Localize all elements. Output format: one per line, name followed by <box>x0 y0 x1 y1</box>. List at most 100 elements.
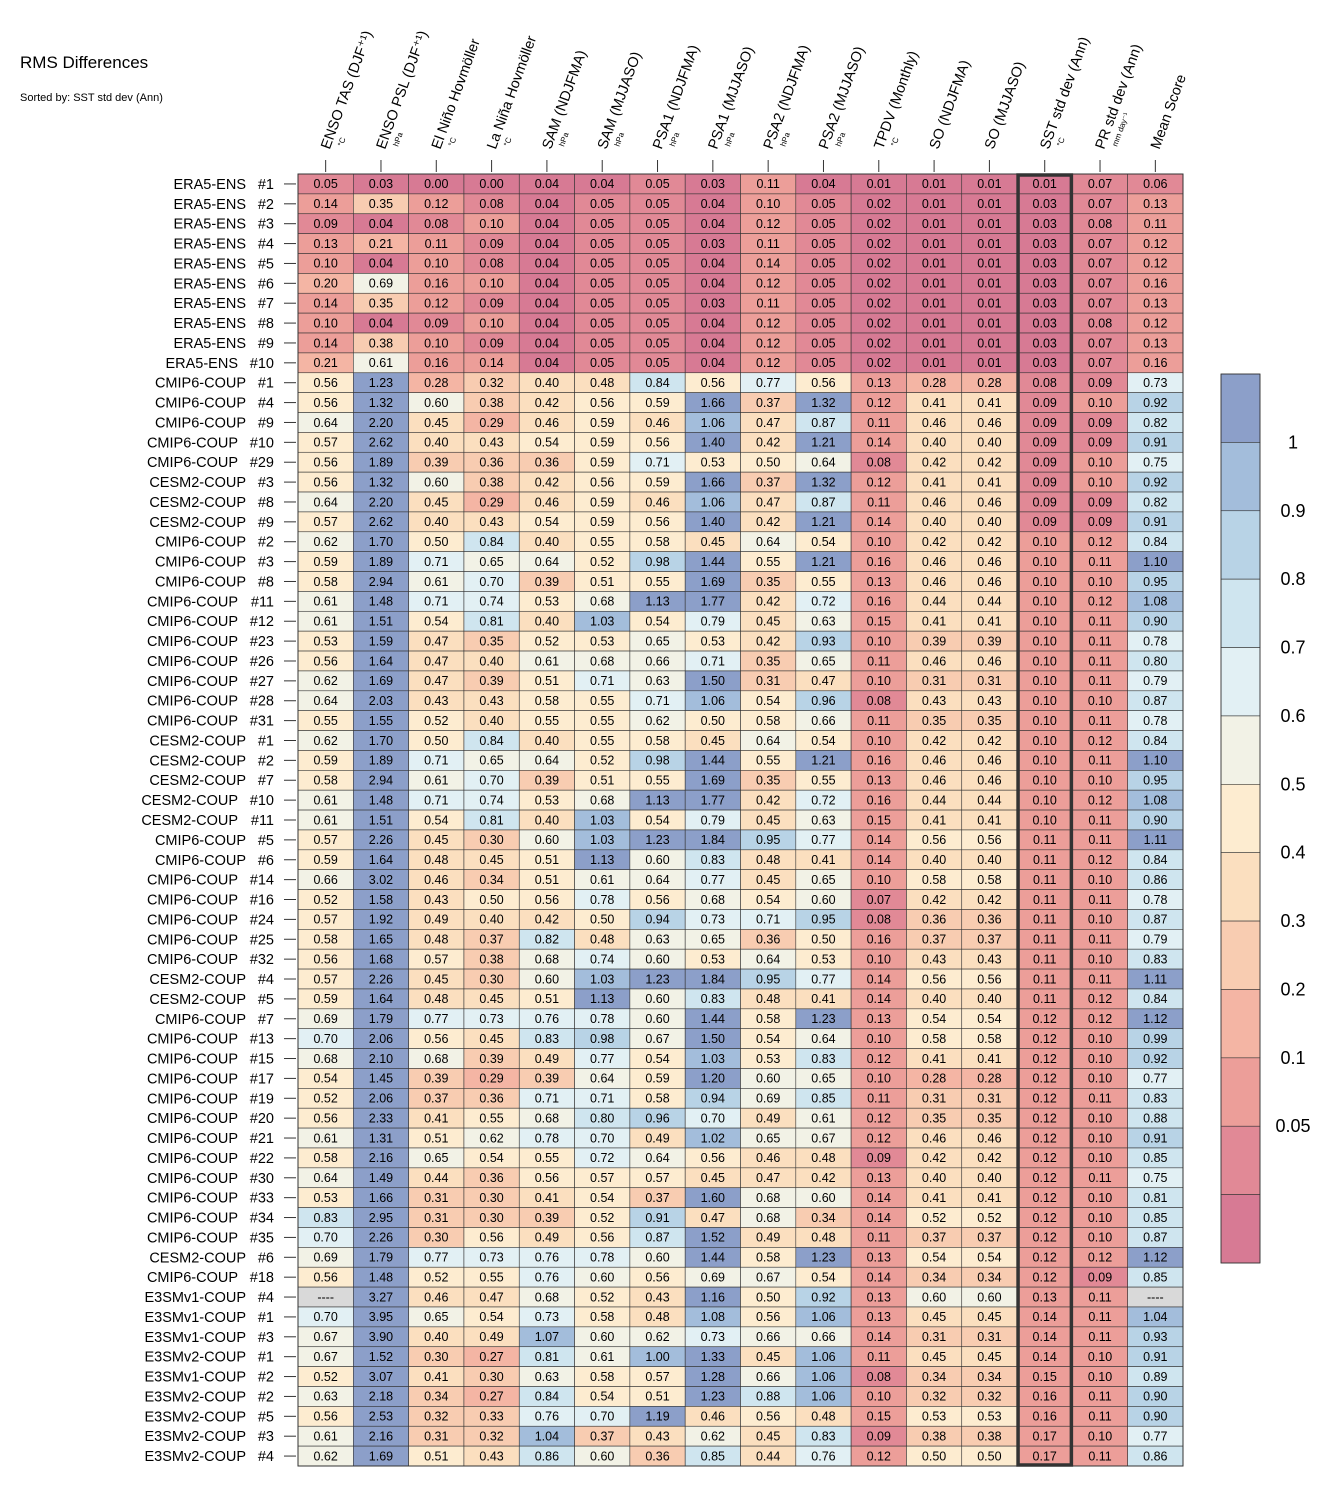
cell-value: 0.10 <box>1088 396 1112 410</box>
cell-value: 0.40 <box>535 535 559 549</box>
cell-value: 0.89 <box>1143 1370 1167 1384</box>
cell-value: 0.12 <box>1033 1032 1057 1046</box>
cell-value: ---- <box>317 1290 334 1304</box>
cell-value: 0.11 <box>1144 217 1167 231</box>
cell-value: 0.40 <box>424 515 448 529</box>
cell-value: 0.32 <box>479 1429 503 1443</box>
cell-value: 0.31 <box>756 674 780 688</box>
cell-value: 1.08 <box>701 1310 725 1324</box>
cell-value: 0.84 <box>479 535 503 549</box>
cell-value: 0.76 <box>535 1410 559 1424</box>
cell-value: 0.59 <box>590 416 614 430</box>
cell-value: 0.73 <box>479 1251 503 1265</box>
cell-value: 0.60 <box>590 1449 614 1463</box>
cell-value: 0.56 <box>313 456 337 470</box>
cell-value: 0.56 <box>313 396 337 410</box>
cell-value: 0.10 <box>479 316 503 330</box>
cell-value: 0.12 <box>1143 257 1167 271</box>
cell-value: 0.05 <box>313 177 337 191</box>
cell-value: 0.07 <box>1088 336 1112 350</box>
cell-value: 0.31 <box>424 1429 448 1443</box>
cell-value: 0.11 <box>1088 972 1111 986</box>
cell-value: 0.36 <box>535 456 559 470</box>
cell-value: 0.10 <box>424 257 448 271</box>
cell-value: 0.71 <box>424 754 448 768</box>
cell-value: 1.23 <box>645 833 669 847</box>
cell-value: 0.63 <box>645 933 669 947</box>
row-number: #2 <box>258 1370 274 1386</box>
cell-value: 0.12 <box>1033 1052 1057 1066</box>
cell-value: 0.41 <box>977 1052 1001 1066</box>
cell-value: 0.82 <box>1143 416 1167 430</box>
cell-value: 0.62 <box>479 1131 503 1145</box>
row-label: E3SMv1-COUP <box>144 1370 246 1386</box>
cell-value: 0.10 <box>1033 595 1057 609</box>
cell-value: 0.54 <box>479 1310 503 1324</box>
cell-value: 0.79 <box>701 615 725 629</box>
cell-value: 0.52 <box>313 893 337 907</box>
cell-value: 0.70 <box>313 1231 337 1245</box>
cell-value: 0.11 <box>1088 615 1111 629</box>
cell-value: 1.44 <box>701 1251 725 1265</box>
cell-value: 0.59 <box>645 1072 669 1086</box>
cell-value: 0.04 <box>369 217 393 231</box>
cell-value: 2.18 <box>369 1390 393 1404</box>
cell-value: 0.05 <box>645 297 669 311</box>
cell-value: 0.60 <box>590 1330 614 1344</box>
cell-value: 0.03 <box>1033 197 1057 211</box>
cell-value: 0.56 <box>313 475 337 489</box>
cell-value: 0.65 <box>479 754 503 768</box>
cell-value: 0.37 <box>756 396 780 410</box>
row-number: #7 <box>258 296 274 312</box>
cell-value: 0.40 <box>535 615 559 629</box>
cell-value: 0.40 <box>922 515 946 529</box>
row-label: E3SMv2-COUP <box>144 1429 246 1445</box>
cell-value: 0.93 <box>811 634 835 648</box>
cell-value: 0.11 <box>1088 1092 1111 1106</box>
cell-value: 0.34 <box>424 1390 448 1404</box>
cell-value: 0.91 <box>1143 1131 1167 1145</box>
cell-value: 2.62 <box>369 515 393 529</box>
row-label: CMIP6-COUP <box>147 893 238 909</box>
row-label: CMIP6-COUP <box>147 952 238 968</box>
cell-value: 0.79 <box>1143 933 1167 947</box>
cell-value: 1.44 <box>701 555 725 569</box>
cell-value: 2.03 <box>369 694 393 708</box>
row-label: ERA5-ENS <box>173 197 246 213</box>
cell-value: 0.44 <box>922 793 946 807</box>
cell-value: 1.64 <box>369 853 393 867</box>
row-number: #10 <box>250 793 274 809</box>
cell-value: 0.46 <box>756 1151 780 1165</box>
cell-value: 1.11 <box>1144 972 1167 986</box>
cell-value: 0.90 <box>1143 1410 1167 1424</box>
cell-value: 0.10 <box>1088 1032 1112 1046</box>
colorbar-segment <box>1220 647 1261 717</box>
cell-value: 2.26 <box>369 833 393 847</box>
cell-value: 0.10 <box>1088 575 1112 589</box>
cell-value: 0.05 <box>811 356 835 370</box>
colorbar-segment <box>1220 442 1261 512</box>
cell-value: 0.55 <box>479 1111 503 1125</box>
cell-value: 0.86 <box>1143 1449 1167 1463</box>
cell-value: 1.40 <box>701 515 725 529</box>
cell-value: 0.10 <box>479 277 503 291</box>
cell-value: 0.81 <box>1143 1191 1167 1205</box>
cell-value: 0.54 <box>479 1151 503 1165</box>
cell-value: 0.04 <box>535 197 559 211</box>
cell-value: 0.85 <box>1143 1151 1167 1165</box>
cell-value: 0.31 <box>922 674 946 688</box>
cell-value: 0.11 <box>1033 972 1056 986</box>
colorbar-segment <box>1220 1125 1261 1195</box>
row-number: #3 <box>258 1429 274 1445</box>
cell-value: 1.77 <box>701 793 725 807</box>
cell-value: 0.14 <box>1033 1310 1057 1324</box>
row-number: #11 <box>251 813 274 829</box>
cell-value: 0.52 <box>313 1092 337 1106</box>
cell-value: 0.59 <box>313 992 337 1006</box>
row-number: #2 <box>258 535 274 551</box>
cell-value: 0.04 <box>701 197 725 211</box>
cell-value: 0.64 <box>811 456 835 470</box>
cell-value: 0.42 <box>535 913 559 927</box>
cell-value: 1.31 <box>369 1131 393 1145</box>
cell-value: 0.57 <box>313 515 337 529</box>
